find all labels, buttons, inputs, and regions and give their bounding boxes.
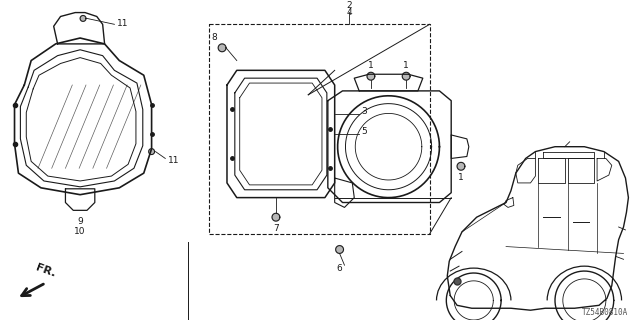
Text: FR.: FR. <box>34 262 57 279</box>
Text: 1: 1 <box>403 61 409 70</box>
Text: 8: 8 <box>211 33 217 42</box>
Polygon shape <box>272 213 280 221</box>
Polygon shape <box>80 15 86 21</box>
Polygon shape <box>335 245 344 253</box>
Polygon shape <box>148 149 154 155</box>
Text: 11: 11 <box>117 19 129 28</box>
Text: 4: 4 <box>347 8 352 18</box>
Polygon shape <box>457 162 465 170</box>
Text: 6: 6 <box>337 264 342 273</box>
Text: 10: 10 <box>74 227 86 236</box>
Polygon shape <box>403 72 410 80</box>
Text: 3: 3 <box>361 107 367 116</box>
Text: TZ54B0810A: TZ54B0810A <box>582 308 628 317</box>
Text: 7: 7 <box>273 224 279 233</box>
Polygon shape <box>367 72 375 80</box>
Text: 5: 5 <box>361 126 367 136</box>
Text: 2: 2 <box>347 1 352 10</box>
Polygon shape <box>218 44 226 52</box>
Text: 1: 1 <box>368 61 374 70</box>
Text: 11: 11 <box>168 156 180 165</box>
Text: 9: 9 <box>77 217 83 226</box>
Text: 1: 1 <box>458 173 464 182</box>
